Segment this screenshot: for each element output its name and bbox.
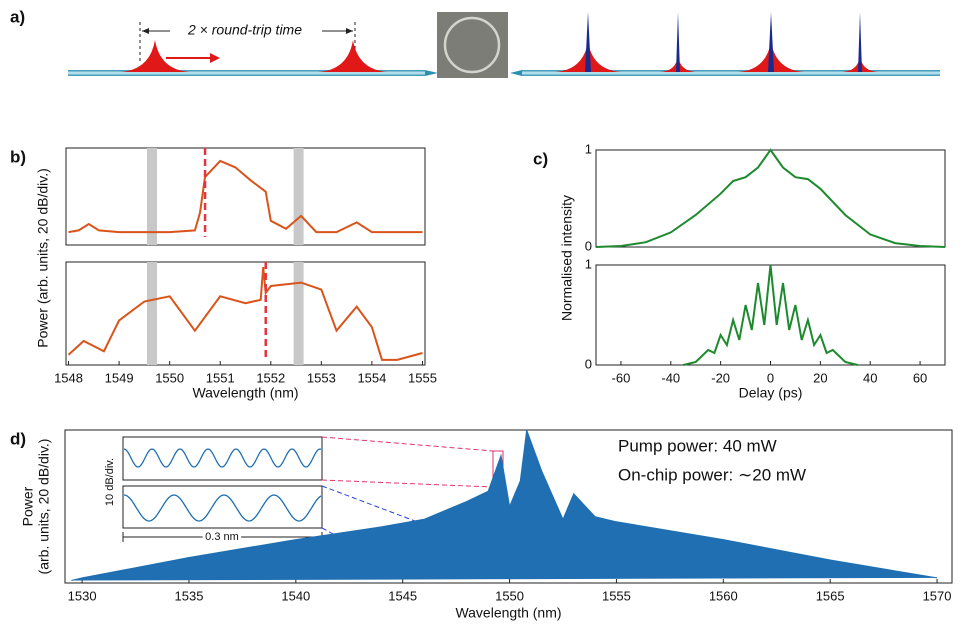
x-tick-label: -20: [711, 370, 730, 385]
y-tick-label: 1: [585, 256, 592, 271]
plot-frame: [595, 149, 946, 248]
inset-frame: [122, 485, 323, 529]
x-tick-label: 60: [913, 370, 927, 385]
panel-label: b): [10, 147, 26, 166]
x-tick-label: 1565: [816, 588, 845, 603]
x-axis-label: Delay (ps): [739, 385, 803, 401]
y-axis-label: Power (arb. units, 20 dB/div.): [35, 168, 51, 347]
x-tick-label: -60: [612, 370, 631, 385]
fiber-tip: [425, 70, 438, 76]
x-tick-label: 1555: [408, 370, 437, 385]
x-tick-label: 20: [813, 370, 827, 385]
fiber-tip: [510, 70, 522, 76]
x-tick-label: 1555: [602, 588, 631, 603]
trace: [68, 159, 423, 234]
zoom-line: [321, 479, 494, 488]
x-tick-label: 1560: [709, 588, 738, 603]
ring: [443, 16, 501, 74]
inset-trace: [123, 448, 322, 468]
x-tick-label: 1551: [206, 370, 235, 385]
inset-y-label: 10 dB/div.: [104, 458, 116, 506]
y-tick-label: 0: [585, 356, 592, 371]
inset-frame: [122, 436, 323, 481]
microring: [437, 12, 508, 78]
x-tick-label: 1545: [388, 588, 417, 603]
x-tick-label: 0: [767, 370, 774, 385]
annotation: Pump power: 40 mW: [618, 436, 777, 455]
plot-frame: [595, 264, 946, 366]
pulse: [120, 40, 190, 72]
inset-x-label: 0.3 nm: [205, 531, 239, 543]
pulse: [318, 40, 388, 72]
inset: [122, 436, 504, 579]
plot-frame: [65, 147, 426, 246]
y-axis-label: (arb. units, 20 dB/div.): [36, 439, 52, 575]
spectrum: [71, 429, 938, 581]
x-tick-label: 1553: [307, 370, 336, 385]
x-axis-label: Wavelength (nm): [192, 385, 298, 401]
highlight-band: [146, 262, 157, 365]
highlight-band: [146, 148, 157, 245]
panel-label: a): [10, 7, 25, 26]
x-tick-label: 1530: [68, 588, 97, 603]
x-tick-label: 40: [863, 370, 877, 385]
panel-label: d): [10, 429, 26, 448]
diagram: a) 2 × round-trip time: [10, 7, 940, 78]
zoom-line: [321, 485, 416, 522]
x-tick-label: 1550: [155, 370, 184, 385]
y-tick-label: 1: [585, 141, 592, 156]
zoom-line: [321, 436, 494, 452]
panel-label: c): [533, 149, 548, 168]
fiber: [68, 70, 425, 76]
trace: [683, 264, 859, 366]
x-tick-label: 1548: [54, 370, 83, 385]
x-axis-label: Wavelength (nm): [455, 605, 561, 621]
spikes: [585, 12, 862, 72]
trace: [595, 148, 946, 248]
pulses-out: [555, 42, 878, 72]
x-tick-label: -40: [661, 370, 680, 385]
x-tick-label: 1540: [281, 588, 310, 603]
fiber: [522, 70, 940, 76]
x-tick-label: 1535: [175, 588, 204, 603]
annotation: On-chip power: ∼20 mW: [618, 465, 806, 484]
annotation: 2 × round-trip time: [187, 22, 302, 38]
y-tick-label: 0: [585, 238, 592, 253]
inset-trace: [123, 494, 322, 522]
plot-frame: [65, 261, 426, 366]
x-tick-label: 1570: [923, 588, 952, 603]
y-axis-label: Normalised intensity: [559, 195, 575, 321]
x-tick-label: 1552: [256, 370, 285, 385]
trace: [67, 267, 423, 361]
x-tick-label: 1549: [105, 370, 134, 385]
highlight-band: [293, 262, 304, 365]
x-tick-label: 1554: [357, 370, 386, 385]
highlight-band: [293, 148, 304, 245]
x-tick-label: 1550: [495, 588, 524, 603]
plot-frame: [64, 429, 953, 584]
arrowhead: [210, 53, 220, 63]
y-axis-label: Power: [20, 486, 36, 526]
